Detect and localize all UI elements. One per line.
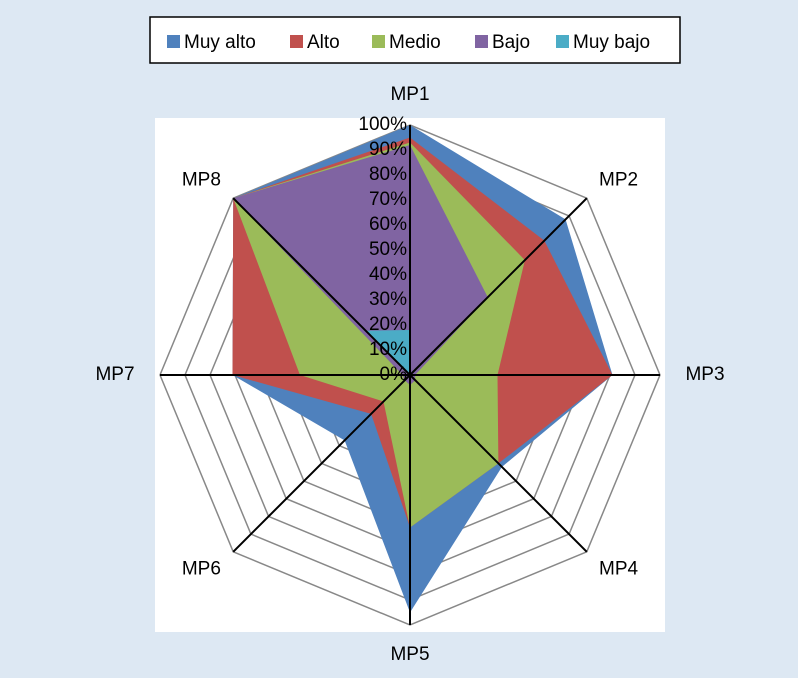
y-tick-label: 50% <box>369 239 407 260</box>
legend-label: Muy bajo <box>573 32 650 53</box>
y-tick-label: 0% <box>380 364 408 385</box>
category-label: MP8 <box>182 170 221 191</box>
y-tick-label: 90% <box>369 139 407 160</box>
y-tick-label: 80% <box>369 164 407 185</box>
axis-spoke <box>409 374 588 553</box>
y-tick-label: 60% <box>369 214 407 235</box>
category-label: MP6 <box>182 558 221 579</box>
legend-label: Medio <box>389 32 441 53</box>
legend-box <box>149 16 681 64</box>
y-tick-label: 30% <box>369 289 407 310</box>
y-tick-label: 20% <box>369 314 407 335</box>
legend-swatch <box>167 35 180 48</box>
axis-spoke <box>409 197 588 376</box>
legend-swatch <box>290 35 303 48</box>
legend-swatch <box>556 35 569 48</box>
category-label: MP7 <box>95 364 134 385</box>
category-label: MP5 <box>390 644 429 665</box>
axis-spoke <box>232 374 411 553</box>
legend-label: Muy alto <box>184 32 256 53</box>
area <box>233 145 488 385</box>
category-label: MP4 <box>599 558 639 579</box>
y-tick-label: 70% <box>369 189 407 210</box>
legend-label: Alto <box>307 32 340 53</box>
y-tick-label: 100% <box>358 114 407 135</box>
y-tick-label: 40% <box>369 264 407 285</box>
legend-swatch <box>475 35 488 48</box>
legend-label: Bajo <box>492 32 530 53</box>
category-label: MP3 <box>685 364 724 385</box>
legend-swatch <box>372 35 385 48</box>
category-label: MP2 <box>599 170 638 191</box>
axis-spoke <box>232 197 411 376</box>
y-tick-label: 10% <box>369 339 407 360</box>
category-label: MP1 <box>390 84 429 105</box>
